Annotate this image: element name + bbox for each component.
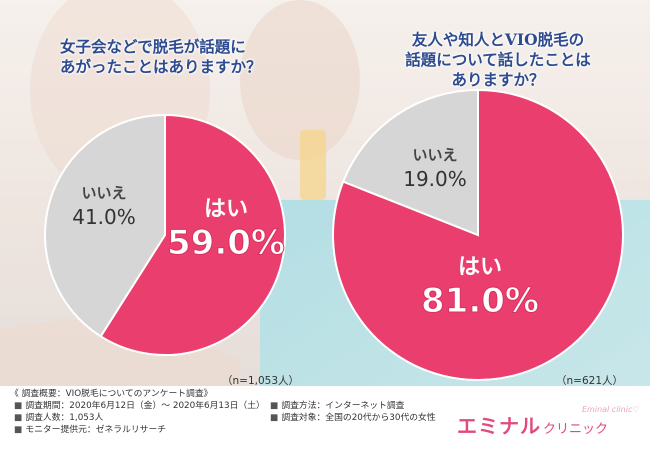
chart2-sample-size: （n=621人） <box>556 375 623 387</box>
survey-summary: 《 調査概要：VIO脱毛についてのアンケート調査》 ■ 調査期間：2020年6月1… <box>0 386 650 450</box>
chart1-label-no: いいえ <box>81 184 126 202</box>
chart2-label-yes: はい <box>458 255 502 280</box>
chart1-value-yes: 59.0% <box>167 223 285 263</box>
chart1-label-yes: はい <box>204 197 248 222</box>
chart1-slice-yes <box>99 113 286 356</box>
chart2-label-no: いいえ <box>412 146 457 164</box>
bullet-icon: ■ <box>270 401 279 411</box>
bullet-icon: ■ <box>14 425 23 435</box>
chart1-title: 女子会などで脱毛が話題に あがったことはありますか？ <box>60 37 262 76</box>
survey-method: ■ 調査方法：インターネット調査 <box>270 401 404 413</box>
chart2-value-yes: 81.0% <box>421 281 539 321</box>
survey-target: ■ 調査対象：全国の20代から30代の女性 <box>270 413 436 425</box>
survey-provider-text: モニター提供元：ゼネラルリサーチ <box>25 425 167 435</box>
survey-provider: ■ モニター提供元：ゼネラルリサーチ <box>14 425 166 437</box>
brand-logo-en: Eminal clinic♡ <box>582 405 640 414</box>
survey-respondents: ■ 調査人数：1,053人 <box>14 413 103 425</box>
bullet-icon: ■ <box>14 401 23 411</box>
chart2-value-no: 19.0% <box>403 167 467 191</box>
chart1-sample-size: （n=1,053人） <box>222 375 300 387</box>
survey-period: ■ 調査期間：2020年6月12日（金）〜 2020年6月13日（土） <box>14 401 265 413</box>
bullet-icon: ■ <box>270 413 279 423</box>
chart2-slice-no <box>341 88 479 237</box>
bullet-icon: ■ <box>14 413 23 423</box>
brand-logo: エミナル クリニック <box>457 410 608 439</box>
survey-title: 《 調査概要：VIO脱毛についてのアンケート調査》 <box>10 389 213 399</box>
brand-name-main: エミナル <box>457 414 541 438</box>
chart1-slice-no <box>44 113 166 338</box>
brand-name-sub: クリニック <box>543 422 609 437</box>
chart1-value-no: 41.0% <box>72 205 136 229</box>
survey-respondents-text: 調査人数：1,053人 <box>25 413 104 423</box>
survey-period-text: 調査期間：2020年6月12日（金）〜 2020年6月13日（土） <box>25 401 265 411</box>
survey-method-text: 調査方法：インターネット調査 <box>281 401 405 411</box>
chart2-title: 友人や知人とVIO脱毛の 話題について話したことは ありますか？ <box>405 30 591 89</box>
survey-target-text: 調査対象：全国の20代から30代の女性 <box>281 413 436 423</box>
